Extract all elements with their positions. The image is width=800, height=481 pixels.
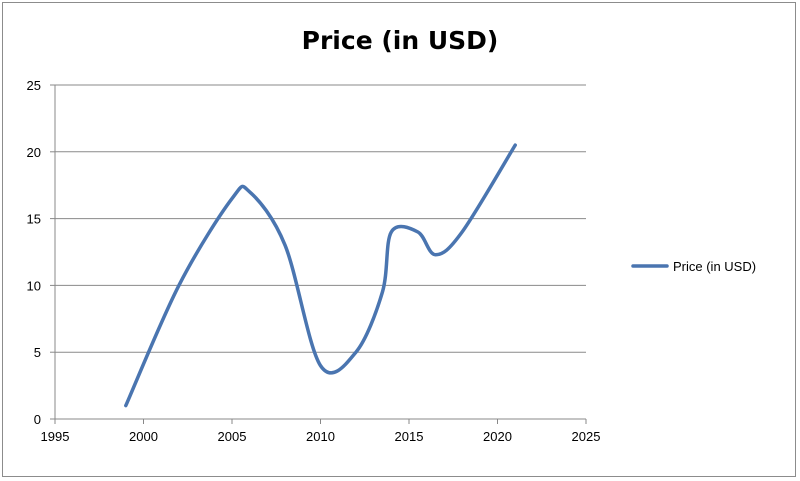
series-line xyxy=(124,143,517,408)
x-tick-label: 2010 xyxy=(306,429,335,444)
x-tick-label: 2025 xyxy=(572,429,601,444)
axes xyxy=(54,85,586,420)
legend-label: Price (in USD) xyxy=(673,259,756,274)
legend: Price (in USD) xyxy=(631,259,756,274)
y-tick-label: 0 xyxy=(34,412,41,427)
y-tick-label: 20 xyxy=(27,145,41,160)
y-tick-label: 5 xyxy=(34,345,41,360)
y-tick-label: 15 xyxy=(27,212,41,227)
x-tick-label: 2015 xyxy=(395,429,424,444)
y-tick-label: 25 xyxy=(27,78,41,93)
x-tick-label: 2000 xyxy=(129,429,158,444)
chart-title: Price (in USD) xyxy=(301,26,499,55)
x-tick-label: 2020 xyxy=(483,429,512,444)
x-tick-label: 1995 xyxy=(41,429,70,444)
grid-lines xyxy=(55,84,586,353)
series-lines xyxy=(124,143,517,408)
y-tick-label: 10 xyxy=(27,278,41,293)
x-tick-label: 2005 xyxy=(218,429,247,444)
